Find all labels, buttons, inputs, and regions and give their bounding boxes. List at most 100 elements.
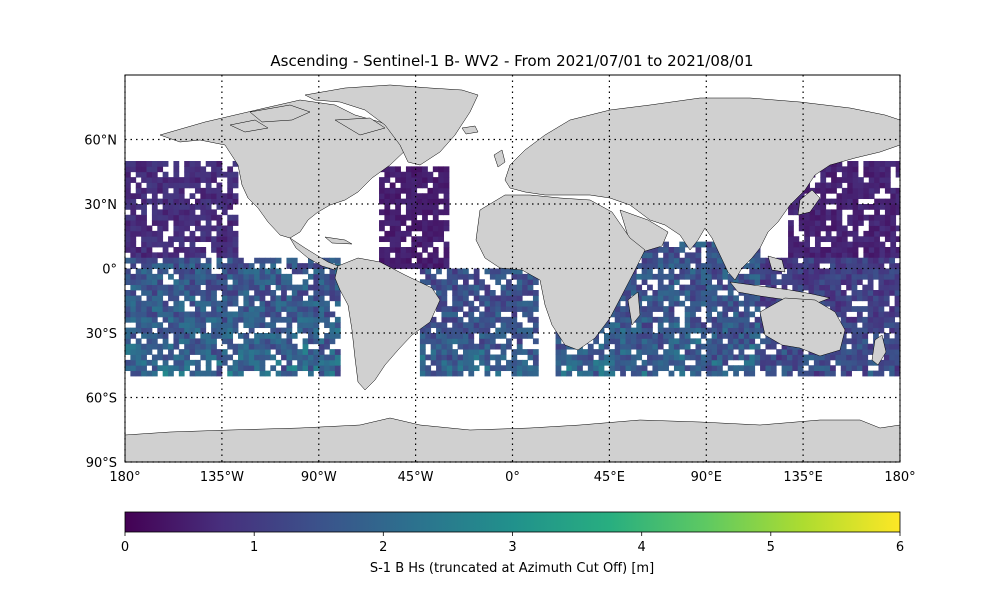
hs-cell	[760, 359, 766, 366]
hs-cell	[831, 198, 837, 205]
hs-cell	[211, 327, 217, 334]
hs-cell	[506, 338, 512, 345]
hs-cell	[286, 263, 293, 269]
hs-cell	[205, 193, 212, 200]
hs-cell	[416, 263, 423, 269]
hs-cell	[227, 230, 234, 237]
hs-cell	[878, 316, 885, 323]
hs-cell	[184, 333, 190, 339]
hs-cell	[883, 279, 890, 286]
hs-cell	[846, 365, 852, 372]
hs-cell	[862, 290, 869, 296]
hs-cell	[890, 193, 897, 200]
hs-cell	[776, 279, 782, 286]
hs-cell	[194, 214, 201, 221]
hs-cell	[846, 338, 852, 345]
hs-cell	[883, 257, 890, 264]
hs-cell	[291, 306, 298, 312]
hs-cell	[441, 322, 448, 329]
hs-cell	[884, 230, 891, 237]
hs-cell	[603, 322, 610, 329]
hs-cell	[395, 257, 401, 264]
hs-cell	[673, 359, 680, 366]
hs-cell	[168, 263, 174, 269]
hs-cell	[582, 359, 589, 366]
hs-cell	[227, 273, 234, 280]
hs-cell	[422, 220, 428, 226]
hs-cell	[863, 193, 870, 200]
hs-cell	[566, 370, 573, 377]
hs-cell	[446, 333, 453, 339]
hs-cell	[462, 268, 469, 275]
hs-cell	[178, 354, 185, 361]
hs-cell	[754, 306, 761, 312]
hs-cell	[873, 300, 879, 307]
hs-cell	[874, 214, 880, 221]
hs-cell	[516, 306, 523, 312]
hs-cell	[733, 311, 739, 318]
hs-cell	[840, 300, 847, 307]
hs-cell	[598, 370, 605, 377]
hs-cell	[168, 370, 174, 377]
hs-cell	[462, 359, 469, 366]
hs-cell	[419, 365, 426, 372]
hs-cell	[668, 279, 675, 286]
hs-cell	[141, 268, 147, 275]
hs-cell	[786, 370, 793, 377]
hs-cell	[560, 370, 567, 377]
hs-cell	[754, 279, 761, 286]
hs-cell	[313, 327, 320, 334]
hs-cell	[820, 252, 827, 259]
colorbar-tick-label: 3	[508, 540, 516, 555]
hs-cell	[489, 365, 496, 372]
hs-cell	[227, 290, 234, 296]
hs-cell	[722, 343, 729, 350]
x-tick-label: 45°W	[398, 470, 434, 485]
hs-cell	[868, 177, 875, 183]
hs-cell	[673, 343, 680, 350]
hs-cell	[221, 279, 228, 286]
hs-cell	[173, 295, 180, 302]
hs-cell	[243, 311, 250, 318]
hs-cell	[205, 338, 212, 345]
hs-cell	[835, 279, 842, 286]
hs-cell	[527, 284, 534, 291]
hs-cell	[587, 354, 594, 361]
land-iceland	[461, 125, 479, 135]
hs-cell	[765, 295, 772, 302]
hs-cell	[754, 295, 761, 302]
hs-cell	[302, 290, 309, 296]
hs-cell	[824, 273, 831, 280]
hs-cell	[894, 359, 900, 366]
hs-cell	[243, 295, 250, 302]
hs-cell	[211, 198, 217, 205]
hs-cell	[883, 284, 890, 291]
hs-cell	[291, 370, 298, 377]
hs-cell	[614, 306, 621, 312]
hs-cell	[479, 333, 485, 339]
hs-cell	[879, 214, 886, 221]
hs-cell	[318, 268, 325, 275]
hs-cell	[243, 306, 250, 312]
hs-cell	[151, 177, 158, 183]
hs-cell	[798, 225, 805, 232]
hs-cell	[636, 343, 643, 350]
hs-cell	[527, 273, 534, 280]
hs-cell	[862, 370, 869, 377]
hs-cell	[441, 306, 448, 312]
hs-cell	[216, 365, 223, 372]
hs-cell	[749, 343, 756, 350]
hs-cell	[275, 316, 282, 323]
hs-cell	[318, 343, 325, 350]
hs-cell	[749, 354, 756, 361]
hs-cell	[146, 338, 153, 345]
hs-cell	[831, 241, 837, 248]
hs-cell	[883, 295, 890, 302]
hs-cell	[324, 322, 330, 329]
hs-cell	[760, 327, 766, 334]
hs-cell	[620, 295, 626, 302]
hs-cell	[264, 273, 271, 280]
hs-cell	[125, 273, 131, 280]
hs-cell	[141, 284, 147, 291]
hs-cell	[259, 322, 266, 329]
